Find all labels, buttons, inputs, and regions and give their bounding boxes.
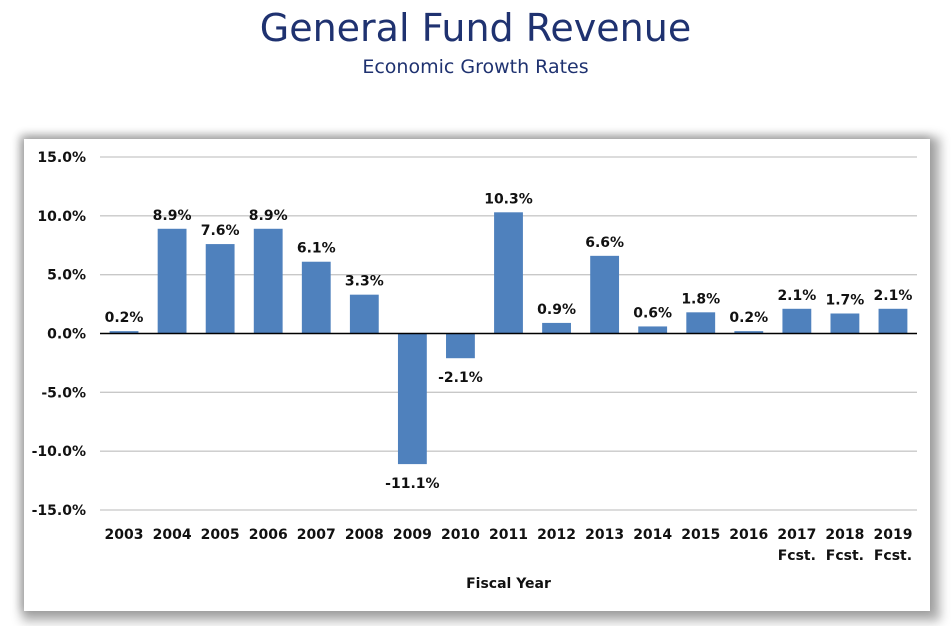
x-tick-label: 2006 xyxy=(249,527,288,543)
bar-2003 xyxy=(109,331,139,334)
y-tick-label: -15.0% xyxy=(32,503,86,519)
bar-2010 xyxy=(446,333,475,359)
x-tick-label: 2004 xyxy=(153,527,192,543)
chart-title: General Fund Revenue xyxy=(259,6,692,50)
data-label: 0.2% xyxy=(105,310,144,326)
data-label: 0.2% xyxy=(729,310,768,326)
bar-2016 xyxy=(734,331,764,334)
data-label: 3.3% xyxy=(345,274,384,290)
bar-2004 xyxy=(157,228,187,334)
data-label: 2.1% xyxy=(874,288,913,304)
bar-2015 xyxy=(686,312,716,334)
x-tick-label: 2008 xyxy=(345,527,384,543)
x-tick-label: Fcst. xyxy=(874,548,912,564)
bar-2006 xyxy=(253,228,283,334)
x-tick-label: 2009 xyxy=(393,527,432,543)
data-label: 1.8% xyxy=(681,291,720,307)
chart-frame xyxy=(24,139,930,611)
bar-2019 xyxy=(878,308,908,334)
y-tick-label: -10.0% xyxy=(32,444,86,460)
y-tick-label: -5.0% xyxy=(41,385,86,401)
y-tick-label: 10.0% xyxy=(37,209,86,225)
x-tick-label: 2005 xyxy=(201,527,240,543)
data-label: 0.6% xyxy=(633,305,672,321)
x-tick-label: 2011 xyxy=(489,527,528,543)
bar-2014 xyxy=(638,326,668,334)
bar-2007 xyxy=(301,261,331,334)
x-tick-label: 2014 xyxy=(633,527,672,543)
data-label: -2.1% xyxy=(438,370,483,386)
x-tick-label: 2018 xyxy=(825,527,864,543)
x-tick-label: 2007 xyxy=(297,527,336,543)
x-axis-title: Fiscal Year xyxy=(466,576,551,592)
y-tick-label: 0.0% xyxy=(47,327,86,343)
bar-2011 xyxy=(494,212,523,334)
x-tick-label: Fcst. xyxy=(826,548,864,564)
data-label: -11.1% xyxy=(385,476,439,492)
y-tick-label: 15.0% xyxy=(37,150,86,166)
x-tick-label: 2019 xyxy=(873,527,912,543)
data-label: 1.7% xyxy=(825,292,864,308)
x-tick-label: 2010 xyxy=(441,527,480,543)
x-tick-label: 2003 xyxy=(105,527,144,543)
data-label: 8.9% xyxy=(153,208,192,224)
data-label: 0.9% xyxy=(537,302,576,318)
x-tick-label: 2017 xyxy=(777,527,816,543)
x-tick-label: 2016 xyxy=(729,527,768,543)
chart-subtitle: Economic Growth Rates xyxy=(362,56,589,78)
bar-2009 xyxy=(397,333,427,465)
y-tick-label: 5.0% xyxy=(47,268,86,284)
bar-2008 xyxy=(349,294,379,334)
data-label: 8.9% xyxy=(249,208,288,224)
bars xyxy=(109,212,908,465)
x-tick-label: 2015 xyxy=(681,527,720,543)
data-label: 7.6% xyxy=(201,223,240,239)
bar-2012 xyxy=(542,322,571,334)
data-labels: 0.2% 8.9% 7.6% 8.9% 6.1% 3.3% -11.1% -2.1% 10.3%… xyxy=(105,191,913,492)
x-axis-tick-labels: 2003 2004 2005 2006 2007 2008 2009 2010 2011 2012… xyxy=(105,527,913,564)
data-label: 6.1% xyxy=(297,241,336,257)
bar-2018 xyxy=(830,313,860,334)
bar-2005 xyxy=(205,244,235,334)
data-label: 6.6% xyxy=(585,235,624,251)
y-axis-tick-labels: 15.0% 10.0% 5.0% 0.0% -5.0% -10.0% -15.0% xyxy=(32,150,86,519)
x-tick-label: Fcst. xyxy=(778,548,816,564)
bar-2013 xyxy=(590,255,620,334)
data-label: 2.1% xyxy=(777,288,816,304)
x-tick-label: 2013 xyxy=(585,527,624,543)
x-tick-label: 2012 xyxy=(537,527,576,543)
data-label: 10.3% xyxy=(484,191,533,207)
bar-2017 xyxy=(782,308,812,334)
